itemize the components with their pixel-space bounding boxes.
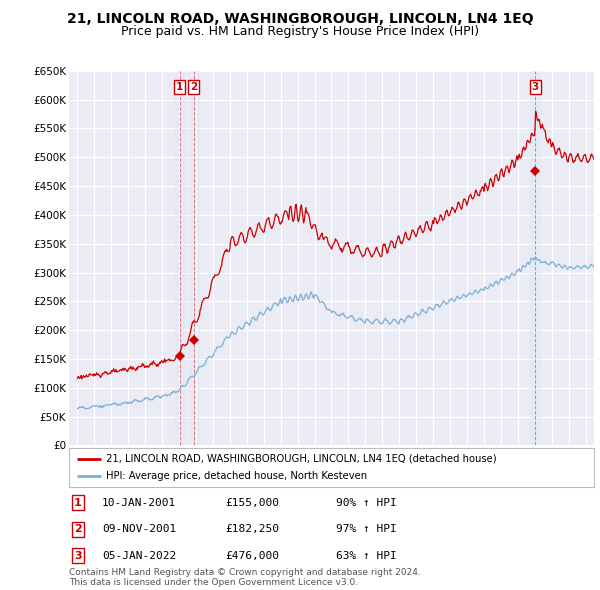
Text: This data is licensed under the Open Government Licence v3.0.: This data is licensed under the Open Gov… bbox=[69, 578, 358, 587]
Text: 3: 3 bbox=[74, 551, 82, 560]
Text: 97% ↑ HPI: 97% ↑ HPI bbox=[336, 525, 397, 534]
Text: 21, LINCOLN ROAD, WASHINGBOROUGH, LINCOLN, LN4 1EQ (detached house): 21, LINCOLN ROAD, WASHINGBOROUGH, LINCOL… bbox=[106, 454, 496, 464]
Text: Contains HM Land Registry data © Crown copyright and database right 2024.: Contains HM Land Registry data © Crown c… bbox=[69, 568, 421, 577]
Text: HPI: Average price, detached house, North Kesteven: HPI: Average price, detached house, Nort… bbox=[106, 471, 367, 481]
Text: Price paid vs. HM Land Registry's House Price Index (HPI): Price paid vs. HM Land Registry's House … bbox=[121, 25, 479, 38]
Text: 63% ↑ HPI: 63% ↑ HPI bbox=[336, 551, 397, 560]
Text: 1: 1 bbox=[74, 498, 82, 507]
Text: 3: 3 bbox=[532, 82, 539, 92]
Bar bbox=[188, 71, 199, 445]
Bar bbox=[530, 71, 541, 445]
Text: 09-NOV-2001: 09-NOV-2001 bbox=[102, 525, 176, 534]
Text: £182,250: £182,250 bbox=[225, 525, 279, 534]
Text: £476,000: £476,000 bbox=[225, 551, 279, 560]
Text: 1: 1 bbox=[176, 82, 183, 92]
Text: 2: 2 bbox=[74, 525, 82, 534]
Bar bbox=[175, 71, 185, 445]
Text: 21, LINCOLN ROAD, WASHINGBOROUGH, LINCOLN, LN4 1EQ: 21, LINCOLN ROAD, WASHINGBOROUGH, LINCOL… bbox=[67, 12, 533, 26]
Text: 10-JAN-2001: 10-JAN-2001 bbox=[102, 498, 176, 507]
Text: 05-JAN-2022: 05-JAN-2022 bbox=[102, 551, 176, 560]
Text: 2: 2 bbox=[190, 82, 197, 92]
Text: 90% ↑ HPI: 90% ↑ HPI bbox=[336, 498, 397, 507]
Text: £155,000: £155,000 bbox=[225, 498, 279, 507]
